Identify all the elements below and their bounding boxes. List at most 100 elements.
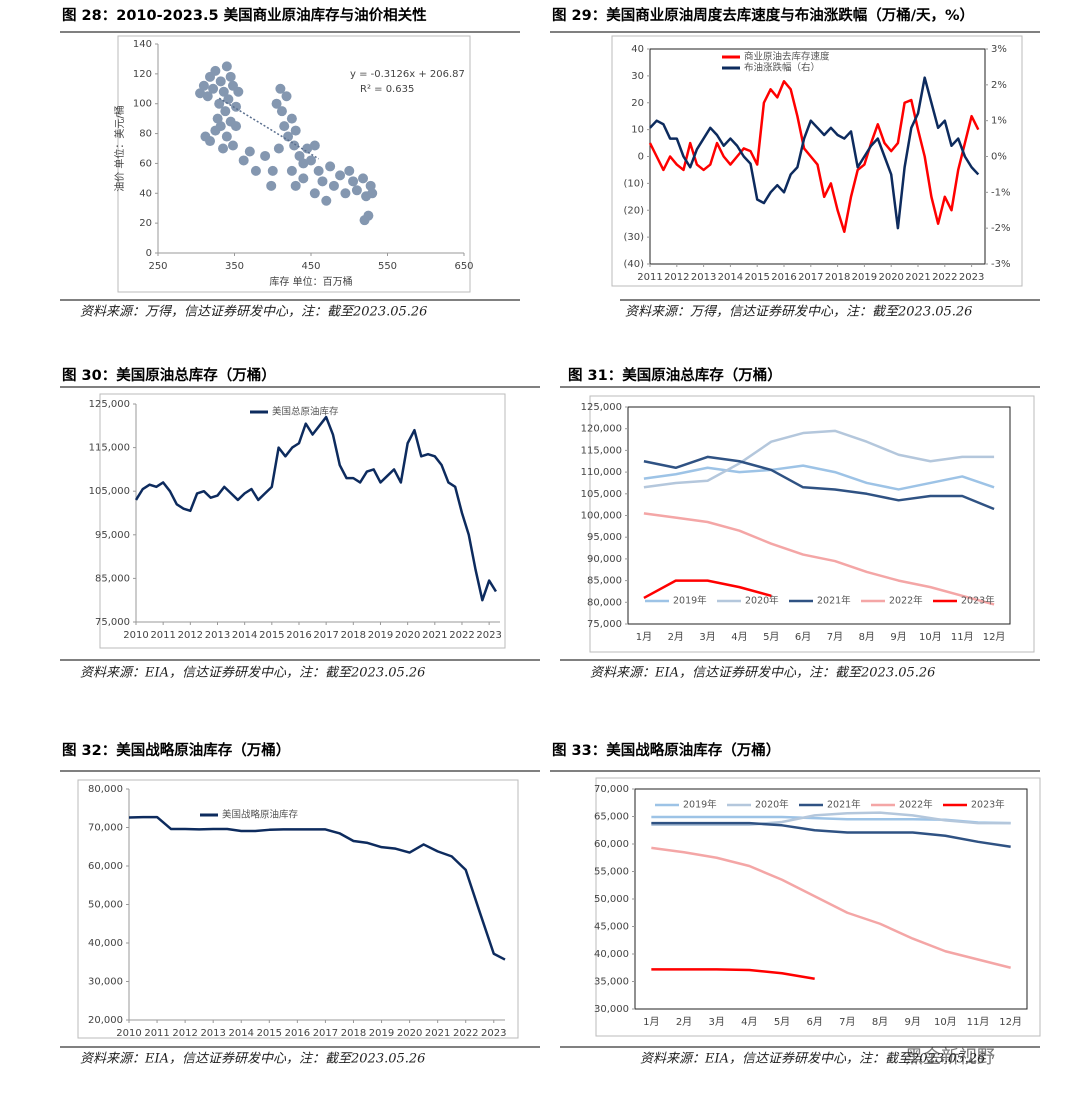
scatter-point (266, 180, 277, 191)
x-tick-label: 2021 (905, 272, 930, 283)
figure-title: 图 33：美国战略原油库存（万桶） (552, 741, 780, 759)
scatter-point (271, 98, 282, 109)
x-tick-label: 11月 (951, 631, 974, 643)
series-line (643, 464, 995, 491)
x-tick-label: 2018 (341, 630, 366, 641)
x-tick-label: 2023 (481, 1028, 506, 1039)
scatter-point (214, 98, 225, 109)
y-tick-label: 95,000 (587, 532, 622, 543)
y-tick-label: 120 (133, 69, 152, 80)
x-tick-label: 2011 (150, 630, 175, 641)
y-tick-label: 95,000 (95, 530, 130, 541)
y-tick-label: 40,000 (88, 938, 123, 949)
scatter-point (221, 131, 232, 142)
x-tick-label: 450 (301, 261, 320, 272)
source-note: 资料来源：EIA，信达证券研发中心，注：截至2023.05.26 (80, 1052, 425, 1067)
scatter-point (210, 65, 221, 76)
scatter-point (294, 150, 305, 161)
y-tick-label: 125,000 (89, 399, 130, 410)
legend-label: 2019年 (673, 595, 707, 607)
y-tick-label: 80,000 (88, 784, 123, 795)
x-tick-label: 2010 (116, 1028, 141, 1039)
x-tick-label: 650 (454, 261, 473, 272)
y-tick-label: 60 (139, 158, 152, 169)
x-tick-label: 2016 (286, 630, 311, 641)
x-tick-label: 2023 (476, 630, 501, 641)
y-tick-label: 50,000 (88, 900, 123, 911)
series-line (134, 415, 497, 602)
legend-label: 2020年 (755, 799, 789, 811)
y-tick-label: 45,000 (594, 922, 629, 933)
equation-label: y = -0.3126x + 206.87 (350, 69, 465, 80)
x-tick-label: 2017 (313, 1028, 338, 1039)
x-tick-label: 10月 (934, 1016, 957, 1028)
y2-tick-label: -2% (991, 223, 1010, 234)
y-tick-label: 140 (133, 39, 152, 50)
legend-label: 2022年 (899, 799, 933, 811)
scatter-point (328, 180, 339, 191)
source-note: 资料来源：EIA，信达证券研发中心，注：截至2023.05.26 (80, 666, 425, 681)
scatter-point (286, 165, 297, 176)
scatter-point (290, 125, 301, 136)
series-line (643, 429, 995, 489)
x-tick-label: 4月 (741, 1016, 757, 1028)
scatter-point (335, 170, 346, 181)
scatter-point (344, 165, 355, 176)
x-tick-label: 12月 (983, 631, 1006, 643)
figure-title: 图 28：2010-2023.5 美国商业原油库存与油价相关性 (62, 6, 427, 24)
chart-frame (117, 35, 471, 293)
x-tick-label: 2013 (205, 630, 230, 641)
x-tick-label: 2月 (668, 631, 684, 643)
x-tick-label: 2022 (932, 272, 957, 283)
source-note: 资料来源：EIA，信达证券研发中心，注：截至2023.05.26 (590, 666, 935, 681)
x-tick-label: 6月 (806, 1016, 822, 1028)
scatter-point (309, 188, 320, 199)
x-tick-label: 4月 (731, 631, 747, 643)
chart-frame (611, 35, 1023, 287)
source-note: 资料来源：万得，信达证券研发中心，注：截至2023.05.26 (80, 305, 427, 320)
scatter-point (298, 173, 309, 184)
chart-frame (99, 393, 506, 649)
x-tick-label: 2012 (664, 272, 689, 283)
x-tick-label: 2月 (676, 1016, 692, 1028)
x-tick-label: 2018 (341, 1028, 366, 1039)
trendline (218, 97, 320, 160)
y-tick-label: (40) (623, 259, 644, 270)
x-tick-label: 2016 (771, 272, 796, 283)
series-line (649, 76, 980, 230)
x-tick-label: 2020 (878, 272, 903, 283)
x-tick-label: 2023 (959, 272, 984, 283)
source-note: 资料来源：EIA，信达证券研发中心，注：截至2023.05.26 (640, 1052, 985, 1067)
figure-title: 图 29：美国商业原油周度去库速度与布油涨跌幅（万桶/天，%） (552, 6, 974, 24)
x-tick-label: 2015 (259, 630, 284, 641)
y-tick-label: (10) (623, 178, 644, 189)
series-line (651, 811, 1011, 826)
scatter-point (281, 91, 292, 102)
x-tick-label: 2012 (172, 1028, 197, 1039)
scatter-point (367, 188, 378, 199)
legend-label: 2019年 (683, 799, 717, 811)
scatter-point (348, 176, 359, 187)
x-tick-label: 350 (225, 261, 244, 272)
y-tick-label: 20 (631, 98, 644, 109)
y-tick-label: 75,000 (587, 619, 622, 630)
x-tick-label: 5月 (763, 631, 779, 643)
scatter-point (306, 155, 316, 166)
y-tick-label: 0 (146, 248, 152, 259)
x-tick-label: 550 (378, 261, 397, 272)
chart-frame (77, 779, 519, 1039)
series-line (643, 455, 995, 511)
x-tick-label: 9月 (890, 631, 906, 643)
y-tick-label: 75,000 (95, 617, 130, 628)
scatter-point (298, 158, 309, 169)
scatter-point (260, 150, 271, 161)
scatter-point (198, 80, 209, 91)
watermark: 黑金新视野 (905, 1047, 995, 1068)
scatter-point (221, 61, 232, 72)
y-tick-label: 0 (638, 152, 644, 163)
x-tick-label: 12月 (999, 1016, 1022, 1028)
source-note: 资料来源：万得，信达证券研发中心，注：截至2023.05.26 (625, 305, 972, 320)
y-tick-label: 125,000 (581, 402, 622, 413)
y-tick-label: 80 (139, 129, 152, 140)
y2-tick-label: 2% (991, 80, 1007, 91)
